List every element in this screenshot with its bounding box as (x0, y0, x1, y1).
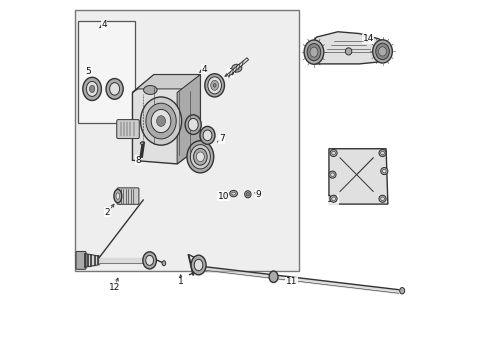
FancyBboxPatch shape (117, 188, 139, 204)
Ellipse shape (203, 130, 212, 141)
Ellipse shape (196, 152, 204, 162)
Ellipse shape (146, 103, 176, 139)
Text: 7: 7 (219, 134, 224, 143)
Ellipse shape (188, 118, 198, 131)
Text: 4: 4 (101, 20, 107, 29)
Polygon shape (329, 149, 388, 204)
Ellipse shape (373, 40, 392, 63)
Text: 5: 5 (86, 67, 92, 76)
Bar (78, 21, 135, 123)
Text: 2: 2 (105, 208, 110, 217)
Circle shape (330, 195, 337, 202)
Ellipse shape (162, 261, 166, 266)
Circle shape (330, 149, 337, 157)
Ellipse shape (90, 85, 95, 93)
Polygon shape (132, 75, 200, 93)
Circle shape (383, 169, 386, 173)
Circle shape (381, 197, 384, 201)
Ellipse shape (379, 47, 387, 56)
Ellipse shape (190, 145, 210, 169)
Text: 9: 9 (256, 190, 262, 199)
Ellipse shape (310, 47, 318, 57)
Text: 13: 13 (327, 195, 338, 204)
Ellipse shape (269, 271, 278, 283)
Ellipse shape (200, 126, 215, 144)
Ellipse shape (106, 78, 123, 99)
Ellipse shape (151, 109, 171, 133)
Text: 3: 3 (228, 68, 234, 77)
Ellipse shape (110, 83, 120, 95)
Polygon shape (132, 75, 200, 164)
Ellipse shape (116, 193, 120, 199)
Circle shape (379, 195, 386, 202)
Ellipse shape (146, 255, 153, 265)
Text: 11: 11 (286, 277, 297, 286)
Ellipse shape (185, 115, 201, 134)
Ellipse shape (245, 191, 251, 198)
Ellipse shape (194, 148, 207, 165)
Ellipse shape (232, 192, 235, 195)
Circle shape (329, 171, 336, 178)
Ellipse shape (114, 189, 122, 203)
Text: 4: 4 (201, 65, 207, 74)
Ellipse shape (307, 44, 321, 61)
Ellipse shape (345, 48, 352, 55)
Ellipse shape (157, 116, 166, 126)
Ellipse shape (191, 255, 206, 275)
Ellipse shape (304, 40, 324, 64)
Text: 6: 6 (194, 163, 199, 172)
Circle shape (332, 151, 335, 155)
Text: 1: 1 (178, 277, 184, 286)
Ellipse shape (376, 43, 390, 60)
Ellipse shape (400, 288, 405, 294)
FancyBboxPatch shape (117, 120, 139, 139)
Ellipse shape (187, 141, 214, 173)
Ellipse shape (194, 259, 203, 271)
Ellipse shape (143, 252, 156, 269)
Ellipse shape (140, 142, 144, 144)
Circle shape (332, 197, 335, 201)
Circle shape (379, 149, 386, 157)
Ellipse shape (205, 74, 224, 97)
Circle shape (381, 167, 388, 175)
Text: 14: 14 (363, 35, 374, 44)
Ellipse shape (211, 80, 219, 90)
Circle shape (331, 173, 334, 176)
Ellipse shape (246, 193, 249, 196)
Circle shape (381, 151, 384, 155)
Ellipse shape (83, 77, 101, 100)
Text: 10: 10 (218, 192, 229, 201)
Ellipse shape (86, 81, 98, 96)
Ellipse shape (144, 86, 157, 94)
Text: 12: 12 (109, 283, 121, 292)
Ellipse shape (141, 97, 182, 145)
FancyBboxPatch shape (76, 251, 86, 269)
Ellipse shape (232, 64, 242, 72)
Ellipse shape (230, 190, 238, 197)
Ellipse shape (208, 77, 221, 94)
Text: 8: 8 (135, 156, 141, 165)
Polygon shape (309, 32, 388, 64)
Bar (75, 10, 298, 271)
Polygon shape (177, 75, 200, 164)
Ellipse shape (213, 84, 216, 87)
